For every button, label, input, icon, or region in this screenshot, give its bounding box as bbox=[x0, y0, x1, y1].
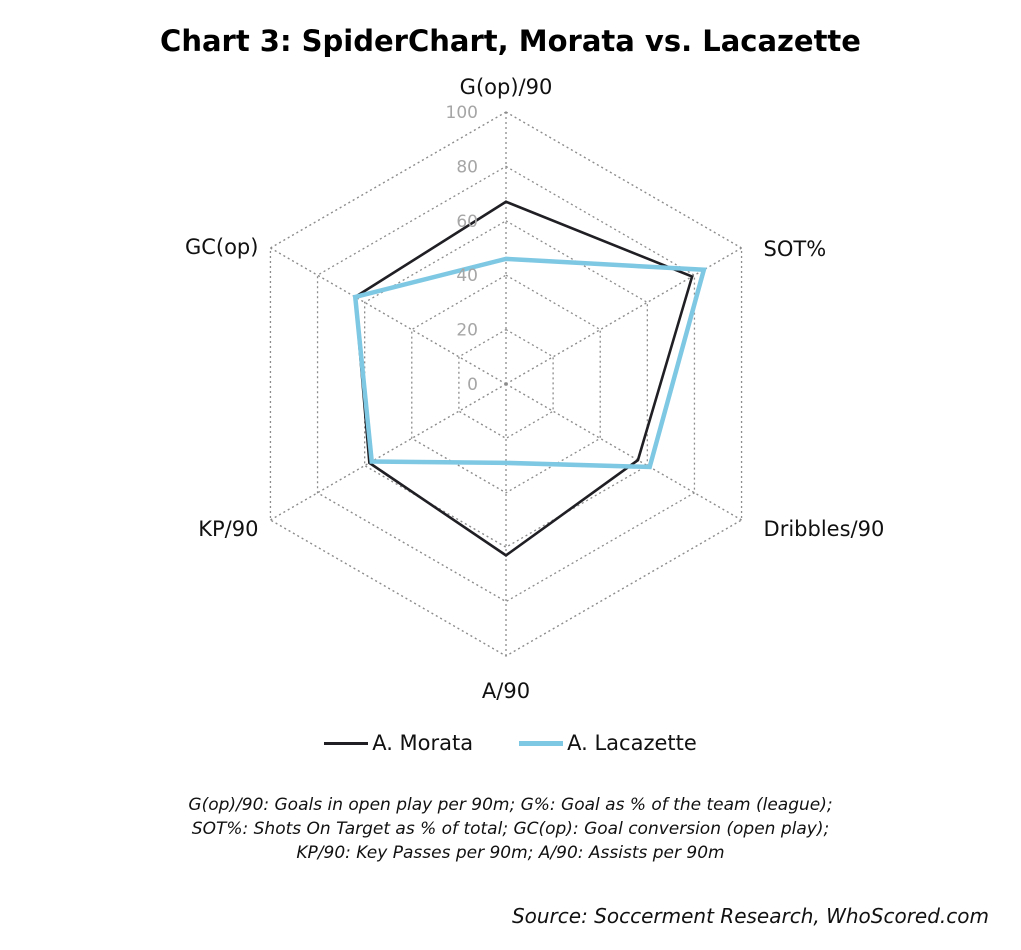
axis-label: SOT% bbox=[764, 237, 827, 261]
legend-swatch-morata bbox=[324, 741, 369, 745]
legend-label-morata: A. Morata bbox=[372, 731, 474, 755]
series-line-a-morata bbox=[353, 200, 694, 557]
axis-label: KP/90 bbox=[198, 517, 258, 541]
footnote-line: SOT%: Shots On Target as % of total; GC(… bbox=[191, 819, 830, 839]
tick-label: 100 bbox=[446, 103, 478, 123]
legend: A. Morata A. Lacazette bbox=[0, 731, 1021, 755]
axis-labels: G(op)/90 SOT% Dribbles/90 A/90 KP/90 GC(op) bbox=[185, 75, 884, 703]
radar-grid bbox=[269, 111, 743, 657]
tick-label: 0 bbox=[467, 375, 478, 395]
footnote-line: KP/90: Key Passes per 90m; A/90: Assists… bbox=[296, 843, 725, 863]
source-note: Source: Soccerment Research, WhoScored.c… bbox=[511, 904, 989, 928]
grid-spoke bbox=[270, 247, 507, 385]
tick-label: 20 bbox=[456, 321, 478, 341]
footnote-line: G(op)/90: Goals in open play per 90m; G%… bbox=[188, 795, 833, 815]
axis-label: Dribbles/90 bbox=[764, 517, 885, 541]
legend-item-lacazette: A. Lacazette bbox=[519, 731, 697, 755]
chart-title: Chart 3: SpiderChart, Morata vs. Lacazet… bbox=[160, 24, 861, 58]
grid-spoke bbox=[270, 383, 507, 521]
tick-label: 80 bbox=[456, 157, 478, 177]
grid-ring bbox=[364, 220, 648, 548]
axis-label: A/90 bbox=[482, 679, 530, 703]
tick-label: 60 bbox=[456, 212, 478, 232]
legend-swatch-lacazette bbox=[519, 740, 564, 746]
grid-spoke bbox=[505, 383, 742, 521]
tick-label: 40 bbox=[456, 266, 478, 286]
axis-label: GC(op) bbox=[185, 235, 259, 259]
radar-chart: 0 20 40 60 80 100 G(op)/90 SOT% Dribbles/90 A/90… bbox=[185, 75, 884, 703]
radar-series bbox=[352, 200, 707, 557]
footnote: G(op)/90: Goals in open play per 90m; G%… bbox=[0, 793, 1021, 865]
legend-item-morata: A. Morata bbox=[324, 731, 473, 755]
radial-tick-labels: 0 20 40 60 80 100 bbox=[446, 103, 478, 395]
grid-ring bbox=[458, 328, 554, 440]
series-line-a-lacazette bbox=[352, 256, 707, 470]
grid-ring bbox=[411, 274, 601, 494]
legend-label-lacazette: A. Lacazette bbox=[567, 731, 697, 755]
axis-label: G(op)/90 bbox=[460, 75, 553, 99]
